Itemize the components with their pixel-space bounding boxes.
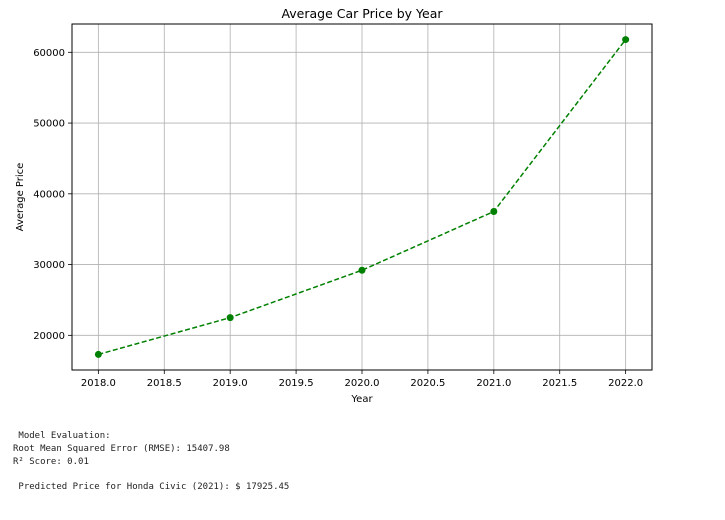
plot-frame xyxy=(71,23,653,371)
x-tick-label: 2021.0 xyxy=(476,378,511,389)
x-axis-label: Year xyxy=(350,394,373,405)
line-chart: 2018.0 2018.5 2019.0 2019.5 2020.0 2020.5 2021… xyxy=(15,6,653,405)
y-tick-label: 40000 xyxy=(33,189,65,200)
x-tick-label: 2020.5 xyxy=(410,378,445,389)
x-tick-label: 2020.0 xyxy=(345,378,380,389)
y-axis-label: Average Price xyxy=(15,163,26,232)
r2-score-text: R² Score: 0.01 xyxy=(13,457,89,467)
data-point xyxy=(358,266,366,274)
series-line xyxy=(98,39,627,356)
y-tick-label: 50000 xyxy=(33,119,65,130)
data-point xyxy=(94,350,102,358)
x-tick-label: 2019.5 xyxy=(279,378,314,389)
data-point xyxy=(226,314,234,322)
rmse-text: Root Mean Squared Error (RMSE): 15407.98 xyxy=(13,444,230,454)
x-tick-label: 2022.0 xyxy=(608,378,643,389)
data-point xyxy=(490,208,498,216)
x-tick-label: 2019.0 xyxy=(213,378,248,389)
data-point xyxy=(622,36,630,44)
grid-layer xyxy=(72,24,652,370)
x-tick-label: 2018.0 xyxy=(81,378,116,389)
tick-layer: 2018.0 2018.5 2019.0 2019.5 2020.0 2020.5 2021… xyxy=(33,48,643,389)
predicted-price-text: Predicted Price for Honda Civic (2021): … xyxy=(13,482,290,492)
x-tick-label: 2021.5 xyxy=(542,378,577,389)
chart-title: Average Car Price by Year xyxy=(281,6,443,21)
series-layer xyxy=(94,36,630,358)
y-tick-label: 20000 xyxy=(33,331,65,342)
model-evaluation-header: Model Evaluation: xyxy=(13,431,111,441)
x-tick-label: 2018.5 xyxy=(147,378,182,389)
y-tick-label: 60000 xyxy=(33,48,65,59)
y-tick-label: 30000 xyxy=(33,260,65,271)
